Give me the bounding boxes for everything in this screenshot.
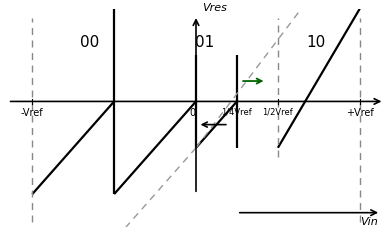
Text: +Vref: +Vref — [346, 108, 374, 118]
Text: 01: 01 — [194, 34, 214, 49]
Text: 10: 10 — [306, 34, 325, 49]
Text: 1/4Vref: 1/4Vref — [221, 108, 252, 116]
Text: -Vref: -Vref — [21, 108, 44, 118]
Text: 0: 0 — [190, 108, 196, 118]
Text: Vres: Vres — [203, 3, 227, 13]
Text: 1/2Vref: 1/2Vref — [263, 108, 293, 116]
Text: 00: 00 — [80, 34, 99, 49]
Text: Vin: Vin — [360, 216, 378, 226]
